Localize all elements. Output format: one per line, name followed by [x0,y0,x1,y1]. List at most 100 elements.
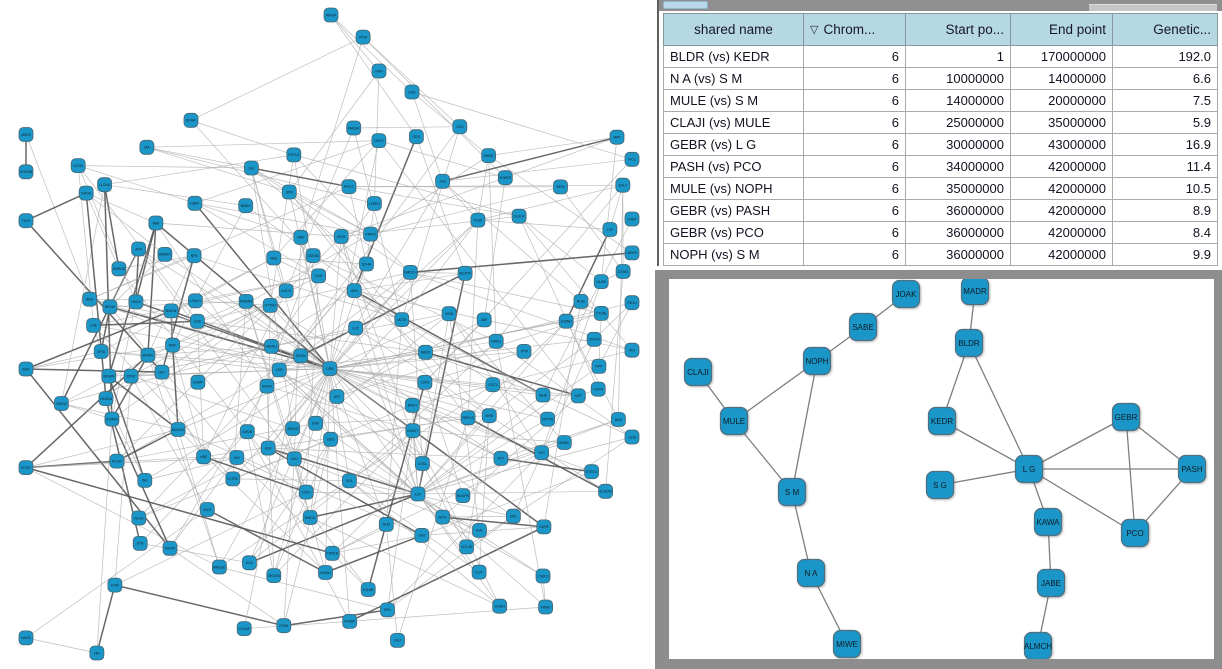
node-shape[interactable] [435,509,451,525]
node-shape[interactable] [615,264,631,279]
dense-network-graph[interactable]: WHUP HTTMJ LSPS DPTFN DTNT HEOI IHU UOTE GFIU MUG… [0,0,655,669]
table-cell[interactable]: 36000000 [905,221,1011,244]
node-shape[interactable] [342,614,358,629]
node-shape[interactable] [318,565,333,580]
node-shape[interactable] [266,250,282,266]
network-node[interactable]: MMI [148,215,164,231]
network-node[interactable]: DRKU [488,333,504,349]
network-node[interactable]: RWSK [481,148,497,164]
table-cell[interactable]: MULE (vs) S M [663,89,804,112]
node-shape[interactable] [86,317,101,333]
node-shape[interactable] [556,435,572,450]
node-mule[interactable]: MULE [719,406,749,436]
network-node[interactable]: FFFLT [341,179,357,195]
network-node[interactable]: PDTUJ [286,147,302,163]
node-shape[interactable] [536,519,552,535]
network-node[interactable]: MUGPN [455,488,471,504]
network-node[interactable]: NUDI [573,293,589,309]
node-shape[interactable] [598,483,613,499]
node-shape[interactable] [18,127,34,142]
node-shape[interactable] [452,119,468,135]
network-node[interactable]: UEN [346,283,362,299]
table-cell[interactable]: 16.9 [1112,133,1218,156]
table-cell[interactable]: 1 [905,45,1011,68]
node-shape[interactable] [298,484,314,500]
network-node[interactable]: IAA [139,139,155,155]
network-node[interactable]: TPW [516,343,532,359]
network-node[interactable]: ULIB [624,429,640,445]
network-node[interactable]: LER [271,362,287,378]
node-shape[interactable] [457,265,473,281]
network-node[interactable]: ORP [293,229,309,245]
node-shape[interactable] [89,645,105,661]
network-node[interactable]: MJTL [435,509,451,525]
table-cell[interactable]: GEBR (vs) PCO [663,221,804,244]
network-node[interactable]: SCDN [70,158,86,174]
network-node[interactable]: GUPA [593,274,609,290]
node-jabe[interactable]: JABE [1036,568,1066,598]
node-madr[interactable]: MADR [960,279,990,306]
node-shape[interactable] [470,212,486,228]
node-shape[interactable] [333,229,349,244]
network-node[interactable]: UJT [348,320,364,336]
network-node[interactable]: BSNIC [556,435,572,450]
table-row[interactable]: GEBR (vs) PCO 6 36000000 42000000 8.4 [663,221,1218,244]
node-shape[interactable] [1033,507,1063,537]
node-pash[interactable]: PASH [1177,454,1207,484]
node-shape[interactable] [163,303,179,319]
node-shape[interactable] [459,539,475,555]
table-cell[interactable]: 8.4 [1112,221,1218,244]
table-cell[interactable]: NOPH (vs) S M [663,243,804,266]
network-node[interactable]: FICL [624,151,640,167]
table-cell[interactable]: 30000000 [905,133,1011,156]
node-shape[interactable] [322,361,338,377]
node-shape[interactable] [960,279,990,306]
network-node[interactable]: LLOUA [97,177,112,193]
node-shape[interactable] [101,368,117,384]
node-shape[interactable] [286,147,302,163]
table-cell[interactable]: 34000000 [905,155,1011,178]
node-shape[interactable] [170,422,186,437]
node-shape[interactable] [573,293,589,309]
network-node[interactable]: ABF [476,312,492,328]
node-shape[interactable] [404,397,420,413]
network-node[interactable]: ACLJN [459,539,475,555]
edge-bldr-l-g[interactable] [968,342,1030,470]
node-shape[interactable] [476,312,492,328]
node-shape[interactable] [281,184,297,200]
network-node[interactable]: NMUN [318,565,333,580]
network-node[interactable]: ILOT [471,564,487,580]
node-kawa[interactable]: KAWA [1033,507,1063,537]
node-shape[interactable] [346,283,362,299]
table-cell[interactable]: 42000000 [1010,199,1113,222]
node-shape[interactable] [1111,402,1141,432]
table-cell[interactable]: 6 [803,243,906,266]
node-shape[interactable] [238,293,254,309]
node-shape[interactable] [796,558,826,588]
network-node[interactable]: SOL [341,473,357,489]
node-shape[interactable] [954,328,984,358]
network-node[interactable]: JNSDO [285,421,301,437]
node-shape[interactable] [104,411,120,427]
network-node[interactable]: IWLRP [162,540,178,556]
network-node[interactable]: HEOI [333,229,349,244]
network-node[interactable]: RHGS [78,185,94,201]
node-shape[interactable] [165,337,181,353]
network-node[interactable]: DKKN [293,348,309,364]
network-node[interactable]: FHBUR [346,120,362,136]
table-cell[interactable]: 6 [803,221,906,244]
node-joak[interactable]: JOAK [891,279,921,309]
network-node[interactable]: STT [493,450,509,466]
table-row[interactable]: BLDR (vs) KEDR 6 1 170000000 192.0 [663,45,1218,68]
network-node[interactable]: AEM [611,412,626,427]
node-shape[interactable] [128,294,144,310]
node-shape[interactable] [777,477,807,507]
network-node[interactable]: BRLW [102,299,118,315]
table-cell[interactable]: 42000000 [1010,155,1113,178]
network-node[interactable]: OKUDA [98,391,114,407]
node-shape[interactable] [285,421,301,437]
node-shape[interactable] [417,374,433,390]
network-node[interactable]: AFP [131,241,147,257]
network-node[interactable]: GGJ [390,633,405,648]
scrollbar-thumb[interactable] [663,1,708,9]
